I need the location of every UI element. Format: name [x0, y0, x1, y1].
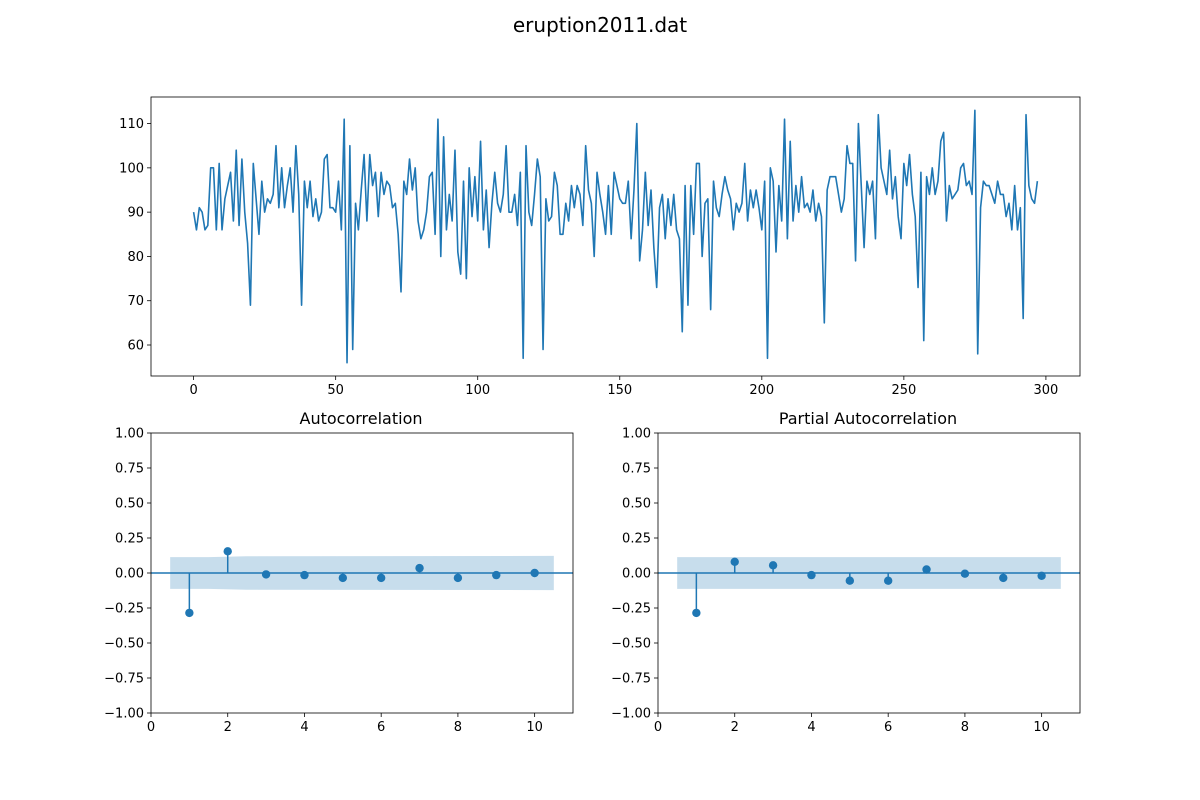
- y-tick-label: 60: [127, 339, 144, 354]
- y-tick-label: 110: [119, 117, 144, 132]
- y-tick-label: −1.00: [611, 707, 651, 722]
- stem-marker: [730, 557, 739, 566]
- partial-autocorrelation-title: Partial Autocorrelation: [779, 409, 957, 428]
- y-tick-label: 0.75: [115, 462, 144, 477]
- figure-title: eruption2011.dat: [513, 13, 687, 37]
- x-tick-label: 0: [147, 720, 155, 735]
- y-tick-label: −0.75: [611, 672, 651, 687]
- x-tick-label: 2: [731, 720, 739, 735]
- y-tick-label: 100: [119, 161, 144, 176]
- partial-autocorrelation-panel: Partial Autocorrelation 0 2 4 6 8 10 −1.00 −0.7…: [611, 409, 1081, 735]
- y-tick-label: 0.25: [622, 532, 651, 547]
- x-tick-label: 6: [377, 720, 385, 735]
- stem-marker: [415, 563, 424, 573]
- x-tick-label: 8: [454, 720, 462, 735]
- x-tick-label: 150: [607, 383, 632, 398]
- axes-frame: [150, 96, 1081, 377]
- stem-marker: [338, 573, 348, 583]
- x-tick-label: 50: [327, 383, 344, 398]
- x-tick-label: 4: [807, 720, 815, 735]
- x-tick-label: 8: [961, 720, 969, 735]
- y-tick-label: 1.00: [622, 427, 651, 442]
- y-tick-label: 0.50: [622, 497, 651, 512]
- y-tick-label: 0.00: [115, 567, 144, 582]
- y-tick-label: 0.50: [115, 497, 144, 512]
- stem-marker: [807, 570, 816, 580]
- time-series-panel: 0 50 100 150 200 250 300 60 70 80 90 100 110: [119, 96, 1081, 398]
- y-tick-label: −0.50: [611, 637, 651, 652]
- y-tick-label: −0.75: [104, 672, 144, 687]
- x-tick-label: 0: [654, 720, 662, 735]
- y-tick-label: −0.25: [611, 602, 651, 617]
- stem-marker: [223, 547, 232, 556]
- y-tick-label: 0.25: [115, 532, 144, 547]
- y-tick-label: 80: [127, 250, 144, 265]
- x-tick-label: 0: [189, 383, 197, 398]
- stem-marker: [845, 576, 855, 585]
- stem-marker: [492, 570, 501, 580]
- stem-marker: [922, 565, 931, 574]
- y-tick-label: −1.00: [104, 707, 144, 722]
- x-tick-label: 300: [1033, 383, 1058, 398]
- x-tick-label: 100: [465, 383, 490, 398]
- stem-marker: [768, 561, 778, 570]
- stem-marker: [1037, 571, 1046, 580]
- stem-marker: [453, 573, 463, 583]
- stem-marker: [883, 576, 893, 585]
- autocorrelation-title: Autocorrelation: [300, 409, 423, 428]
- x-tick-label: 2: [224, 720, 232, 735]
- stem-marker: [300, 570, 309, 580]
- x-tick-label: 250: [891, 383, 916, 398]
- y-tick-label: −0.50: [104, 637, 144, 652]
- y-tick-label: 0.00: [622, 567, 651, 582]
- y-tick-label: 0.75: [622, 462, 651, 477]
- series-line: [192, 109, 1039, 364]
- x-tick-label: 6: [884, 720, 892, 735]
- y-tick-label: 70: [127, 294, 144, 309]
- stem-marker: [692, 608, 701, 618]
- stem-marker: [999, 573, 1008, 583]
- x-tick-label: 10: [1033, 720, 1050, 735]
- x-tick-label: 200: [749, 383, 774, 398]
- stem-marker: [185, 608, 194, 618]
- stem-marker: [261, 570, 271, 579]
- y-tick-label: −0.25: [104, 602, 144, 617]
- axes-frame: [657, 432, 1081, 714]
- stem-marker: [530, 568, 539, 578]
- axes-frame: [150, 432, 574, 714]
- x-tick-label: 10: [526, 720, 543, 735]
- autocorrelation-panel: Autocorrelation 0 2 4 6 8 10 −1.00 −0.75 −0.50 −0…: [104, 409, 574, 735]
- y-tick-label: 90: [127, 206, 144, 221]
- x-tick-label: 4: [300, 720, 308, 735]
- stem-marker: [376, 573, 386, 583]
- stem-marker: [960, 569, 970, 578]
- y-tick-label: 1.00: [115, 427, 144, 442]
